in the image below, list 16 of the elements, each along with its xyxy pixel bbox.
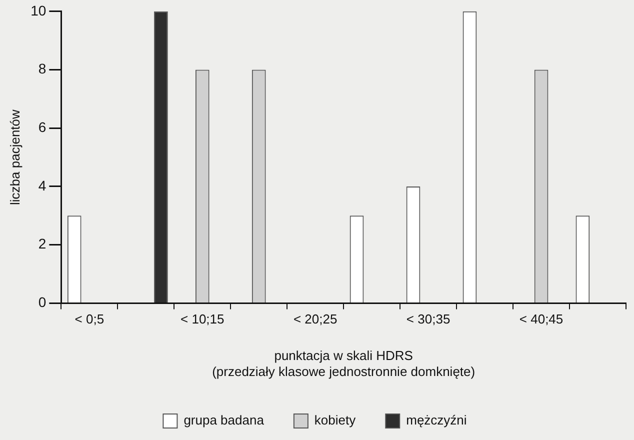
y-tick-label: 6: [38, 118, 46, 135]
y-tick-label: 2: [38, 236, 46, 252]
x-axis-title: punktacja w skali HDRS (przedziały klasowe jednostronnie domknięte): [212, 348, 476, 379]
y-tick-label: 10: [30, 2, 46, 18]
legend-label: kobiety: [314, 412, 356, 428]
legend-label: mężczyźni: [406, 412, 467, 428]
y-tick-label: 8: [38, 60, 46, 77]
y-tick-label: 4: [38, 177, 46, 194]
y-axis-title: liczba pacjentów: [7, 108, 22, 205]
x-tick-label: < 0;5: [74, 312, 104, 327]
x-tick-label: < 30;35: [406, 312, 450, 327]
x-tick-label: < 10;15: [180, 312, 224, 327]
legend-label: grupa badana: [184, 412, 265, 428]
y-tick-label: 0: [38, 294, 46, 310]
x-tick-label: < 20;25: [293, 312, 338, 327]
x-tick-label: < 40;45: [519, 312, 564, 327]
